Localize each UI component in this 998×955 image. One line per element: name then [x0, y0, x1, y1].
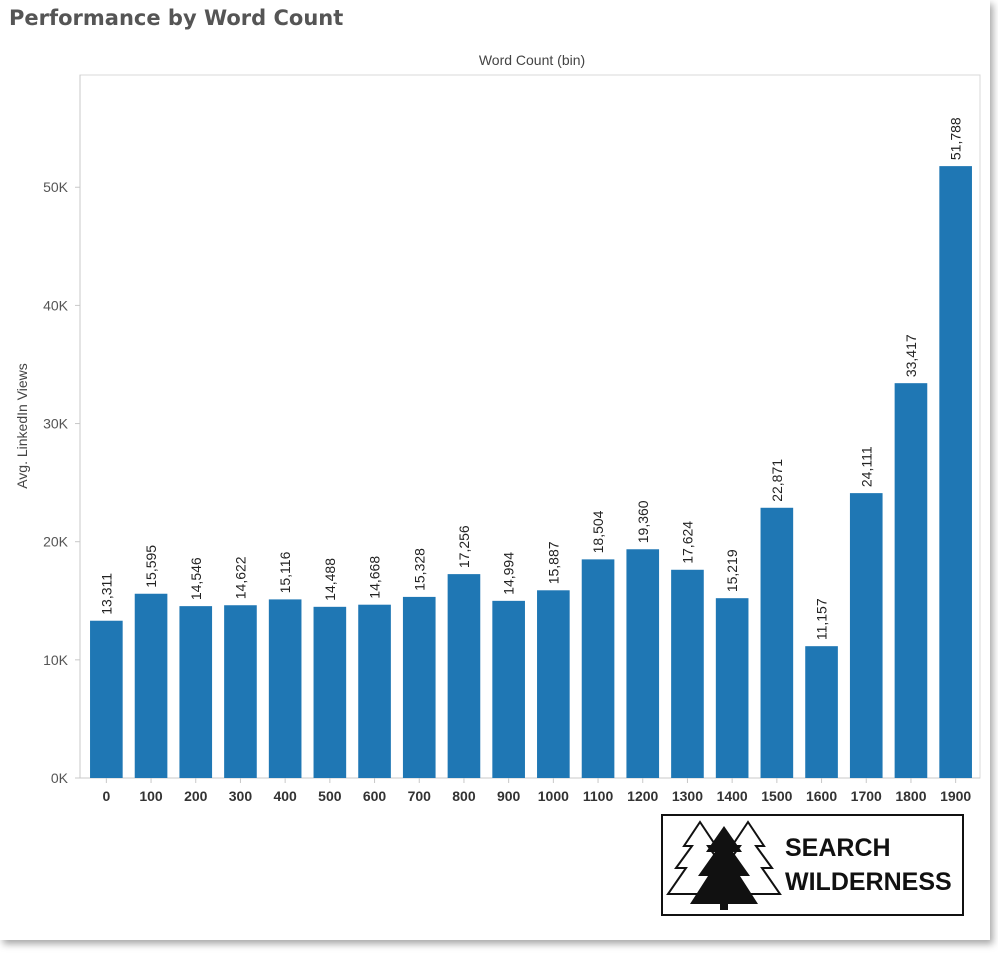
data-label: 13,311 [98, 573, 114, 615]
bar [313, 606, 347, 778]
data-label: 17,624 [679, 521, 695, 564]
x-tick-label: 1600 [806, 788, 837, 804]
data-label: 15,328 [411, 548, 427, 591]
y-tick-label: 40K [43, 297, 69, 313]
y-tick-label: 20K [43, 534, 69, 550]
x-tick-label: 1400 [717, 788, 748, 804]
data-label: 14,994 [501, 552, 517, 595]
data-label: 17,256 [456, 525, 472, 568]
y-tick-label: 30K [43, 416, 69, 432]
y-tick-label: 10K [43, 652, 69, 668]
logo-line-1: SEARCH [785, 834, 891, 862]
y-tick-label: 0K [51, 770, 69, 786]
bar [939, 166, 972, 778]
data-label: 51,788 [948, 117, 964, 160]
x-tick-label: 600 [363, 788, 387, 804]
bar [581, 559, 615, 778]
bar [805, 646, 838, 778]
x-tick-label: 1200 [627, 788, 658, 804]
bar [894, 383, 928, 778]
x-tick-label: 1000 [538, 788, 569, 804]
bar-chart: Word Count (bin) Avg. LinkedIn Views 0K 1… [14, 52, 981, 916]
x-tick-label: 1300 [672, 788, 703, 804]
y-tick-label: 50K [43, 179, 69, 195]
bar [134, 593, 168, 778]
x-tick-label: 1900 [940, 788, 971, 804]
data-label: 33,417 [903, 334, 919, 377]
x-tick-label: 200 [184, 788, 208, 804]
x-tick-label: 0 [102, 788, 110, 804]
data-label: 14,488 [322, 558, 338, 601]
x-tick-label: 300 [229, 788, 253, 804]
bar [402, 596, 436, 778]
data-label: 19,360 [635, 500, 651, 543]
bar [671, 569, 704, 778]
bar [492, 600, 525, 778]
bar [179, 606, 213, 778]
search-wilderness-logo: SEARCH WILDERNESS [661, 814, 964, 916]
data-label: 22,871 [769, 459, 785, 502]
data-label: 15,887 [545, 541, 561, 584]
x-axis-title: Word Count (bin) [479, 52, 585, 68]
data-label: 15,219 [724, 549, 740, 592]
x-tick-label: 1500 [761, 788, 792, 804]
x-tick-label: 1700 [851, 788, 882, 804]
bar [358, 604, 391, 778]
data-label: 15,595 [143, 545, 159, 588]
x-tick-label: 500 [318, 788, 342, 804]
bars [90, 166, 972, 778]
x-tick-label: 1800 [895, 788, 926, 804]
bar [760, 507, 794, 778]
x-tick-label: 900 [497, 788, 521, 804]
bar [715, 598, 749, 778]
bar [224, 605, 257, 778]
chart-card: Performance by Word Count Word Count (bi… [9, 6, 981, 916]
bar [268, 599, 302, 778]
data-label: 15,116 [277, 551, 293, 593]
bar [90, 620, 123, 778]
y-axis-title: Avg. LinkedIn Views [14, 363, 30, 489]
x-ticks: 0 100 200 300 400 500 600 700 800 900 1000 1100 1200… [102, 778, 971, 804]
data-label: 11,157 [814, 598, 830, 640]
bar [626, 549, 660, 778]
pine-trees-icon [666, 820, 782, 910]
data-labels: 13,311 15,595 14,546 14,622 15,116 14,488 14,6… [98, 117, 963, 640]
data-label: 14,546 [188, 557, 204, 600]
x-tick-label: 700 [408, 788, 432, 804]
x-tick-label: 400 [273, 788, 297, 804]
y-ticks: 0K 10K 20K 30K 40K 50K [43, 179, 80, 786]
data-label: 18,504 [590, 510, 606, 553]
data-label: 24,111 [858, 446, 874, 487]
plot-frame [79, 74, 981, 779]
data-label: 14,668 [367, 556, 383, 599]
x-tick-label: 1100 [583, 788, 614, 804]
chart-title: Performance by Word Count [9, 6, 344, 30]
bar [447, 574, 481, 778]
data-label: 14,622 [232, 556, 248, 599]
x-tick-label: 800 [452, 788, 476, 804]
bar [537, 590, 570, 778]
logo-line-2: WILDERNESS [785, 868, 952, 896]
bar [849, 493, 883, 778]
x-tick-label: 100 [139, 788, 163, 804]
